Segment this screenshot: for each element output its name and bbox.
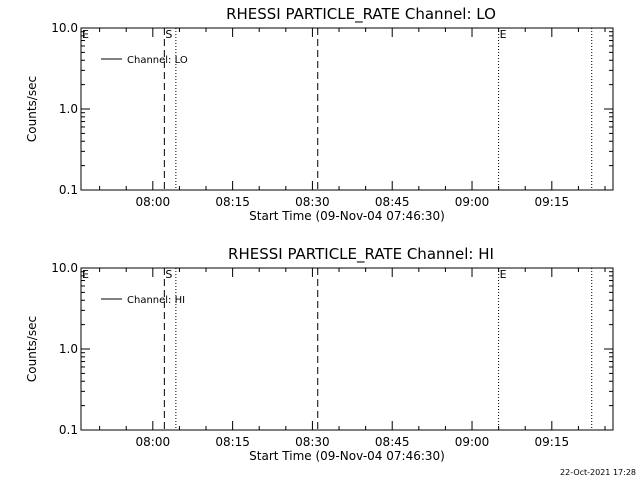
x-tick-label: 08:00 bbox=[136, 195, 171, 209]
y-axis-label: Counts/sec bbox=[25, 76, 39, 142]
event-marker-label: E bbox=[82, 268, 89, 281]
x-tick-label: 08:45 bbox=[375, 435, 410, 449]
event-marker-label: E bbox=[500, 28, 507, 41]
x-axis-label: Start Time (09-Nov-04 07:46:30) bbox=[249, 209, 445, 223]
event-marker-label: S bbox=[165, 268, 172, 281]
legend-label: Channel: HI bbox=[127, 295, 185, 306]
plot-frame bbox=[80, 267, 614, 431]
event-marker-label: E bbox=[82, 28, 89, 41]
event-marker-label: E bbox=[500, 268, 507, 281]
y-tick-label: 10.0 bbox=[51, 21, 78, 35]
event-marker-label: S bbox=[165, 28, 172, 41]
x-axis-label: Start Time (09-Nov-04 07:46:30) bbox=[249, 449, 445, 463]
x-tick-label: 09:15 bbox=[535, 435, 570, 449]
y-tick-label: 1.0 bbox=[59, 102, 78, 116]
x-tick-label: 08:30 bbox=[295, 195, 330, 209]
x-tick-label: 09:15 bbox=[535, 195, 570, 209]
chart-panel-1: RHESSI PARTICLE_RATE Channel: LO 0.1 1.0 10… bbox=[25, 5, 614, 223]
chart-panel-2: RHESSI PARTICLE_RATE Channel: HI 0.1 1.0 10… bbox=[25, 245, 614, 463]
y-axis-label: Counts/sec bbox=[25, 316, 39, 382]
y-tick-label: 1.0 bbox=[59, 342, 78, 356]
y-tick-label: 0.1 bbox=[59, 183, 78, 197]
x-tick-label: 09:00 bbox=[455, 195, 490, 209]
x-tick-label: 08:15 bbox=[215, 195, 250, 209]
footer-timestamp: 22-Oct-2021 17:28 bbox=[560, 468, 636, 477]
chart-title: RHESSI PARTICLE_RATE Channel: HI bbox=[228, 245, 494, 264]
y-tick-label: 10.0 bbox=[51, 261, 78, 275]
legend-label: Channel: LO bbox=[127, 55, 188, 66]
x-tick-label: 08:15 bbox=[215, 435, 250, 449]
y-tick-label: 0.1 bbox=[59, 423, 78, 437]
x-tick-label: 08:45 bbox=[375, 195, 410, 209]
x-tick-label: 09:00 bbox=[455, 435, 490, 449]
chart-title: RHESSI PARTICLE_RATE Channel: LO bbox=[226, 5, 496, 24]
x-tick-label: 08:00 bbox=[136, 435, 171, 449]
x-tick-label: 08:30 bbox=[295, 435, 330, 449]
plot-frame bbox=[80, 27, 614, 191]
